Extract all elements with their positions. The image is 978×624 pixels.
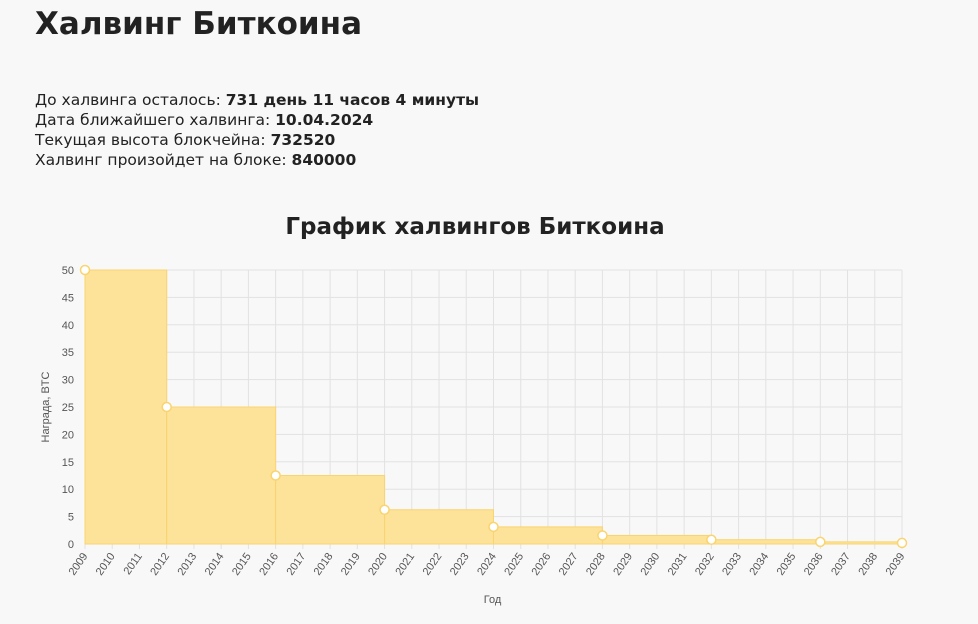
- y-tick-label: 10: [62, 484, 74, 496]
- info-label: До халвинга осталось:: [35, 91, 221, 109]
- x-tick-label: 2035: [775, 551, 799, 578]
- data-point: [896, 537, 908, 549]
- x-tick-label: 2022: [421, 551, 445, 578]
- y-tick-label: 40: [62, 320, 74, 332]
- x-tick-label: 2037: [829, 551, 853, 578]
- x-tick-label: 2012: [148, 551, 172, 578]
- info-value: 840000: [291, 151, 357, 169]
- x-tick-label: 2033: [720, 551, 744, 578]
- x-tick-label: 2036: [802, 551, 826, 578]
- x-tick-label: 2028: [584, 551, 608, 578]
- x-tick-label: 2016: [257, 551, 281, 578]
- page-title: Халвинг Биткоина: [35, 6, 362, 42]
- y-tick-label: 20: [62, 429, 74, 441]
- step-area: [384, 509, 495, 545]
- x-tick-label: 2018: [312, 551, 336, 578]
- y-tick-label: 35: [62, 347, 74, 359]
- info-row: Халвинг произойдет на блоке: 840000: [35, 150, 479, 170]
- x-tick-label: 2030: [638, 551, 662, 578]
- info-value: 732520: [270, 131, 336, 149]
- step-area: [166, 406, 277, 545]
- x-tick-label: 2034: [747, 551, 771, 578]
- x-axis-label: Год: [484, 594, 502, 606]
- step-area: [710, 539, 821, 545]
- step-area: [275, 475, 386, 545]
- info-value: 10.04.2024: [275, 111, 374, 129]
- y-tick-label: 5: [68, 512, 74, 524]
- x-tick-label: 2021: [393, 551, 417, 578]
- step-area: [84, 269, 168, 545]
- step-area: [601, 534, 712, 545]
- chart: График халвингов Биткоина051015202530354…: [40, 214, 908, 606]
- y-axis-label: Награда, BTC: [40, 371, 52, 442]
- info-row: Текущая высота блокчейна: 732520: [35, 130, 479, 150]
- info-label: Халвинг произойдет на блоке:: [35, 151, 287, 169]
- x-tick-label: 2023: [448, 551, 472, 578]
- data-point: [488, 521, 499, 533]
- x-tick-label: 2027: [557, 551, 581, 578]
- x-tick-label: 2010: [94, 551, 118, 578]
- x-tick-label: 2039: [884, 551, 908, 578]
- info-row: Дата ближайшего халвинга: 10.04.2024: [35, 110, 479, 130]
- chart-title: График халвингов Биткоина: [285, 214, 664, 240]
- step-area: [493, 526, 603, 545]
- data-point: [270, 470, 281, 481]
- data-point: [379, 504, 390, 515]
- y-tick-label: 25: [62, 402, 74, 414]
- x-tick-label: 2025: [502, 551, 526, 578]
- x-tick-label: 2015: [230, 551, 254, 578]
- data-point: [706, 534, 717, 545]
- data-point: [79, 264, 91, 276]
- data-point: [597, 530, 608, 541]
- x-tick-label: 2024: [475, 551, 499, 578]
- y-tick-label: 50: [62, 265, 74, 277]
- x-tick-label: 2032: [693, 551, 717, 578]
- x-tick-label: 2020: [366, 551, 390, 578]
- y-tick-label: 15: [62, 457, 74, 469]
- x-tick-label: 2031: [666, 551, 690, 578]
- x-tick-label: 2038: [856, 551, 880, 578]
- x-tick-label: 2029: [611, 551, 635, 578]
- info-value: 731 день 11 часов 4 минуты: [225, 91, 480, 109]
- info-block: До халвинга осталось: 731 день 11 часов …: [35, 90, 479, 170]
- y-tick-label: 0: [68, 539, 74, 551]
- step-area: [819, 541, 903, 545]
- x-tick-label: 2013: [176, 551, 200, 578]
- x-tick-label: 2014: [203, 551, 227, 578]
- x-tick-label: 2026: [530, 551, 554, 578]
- x-tick-label: 2009: [67, 551, 91, 578]
- info-label: Текущая высота блокчейна:: [35, 131, 266, 149]
- x-tick-label: 2019: [339, 551, 363, 578]
- info-row: До халвинга осталось: 731 день 11 часов …: [35, 90, 479, 110]
- y-tick-label: 30: [62, 375, 74, 387]
- x-tick-label: 2011: [122, 551, 145, 577]
- x-tick-label: 2017: [284, 551, 308, 578]
- y-tick-label: 45: [62, 292, 74, 304]
- info-label: Дата ближайшего халвинга:: [35, 111, 271, 129]
- data-point: [161, 401, 172, 413]
- data-point: [815, 536, 826, 548]
